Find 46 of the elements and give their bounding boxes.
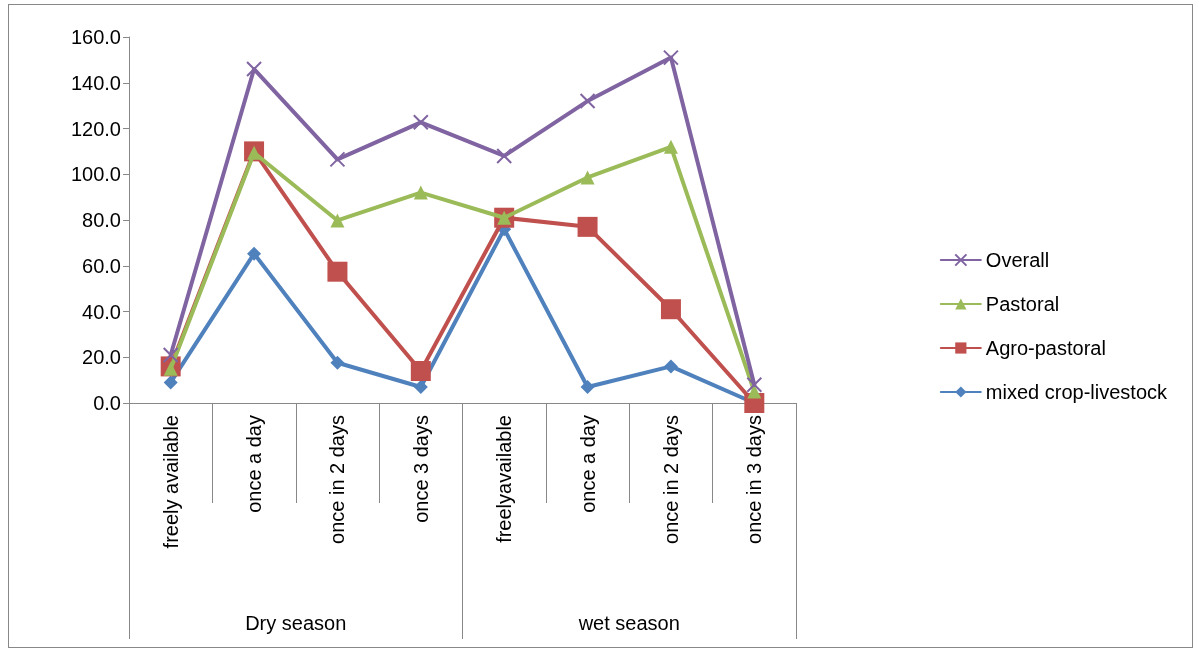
x-tick-label: once in 3 days <box>743 415 766 544</box>
point <box>413 185 428 200</box>
point <box>660 299 681 320</box>
point <box>327 261 348 282</box>
point <box>580 379 595 394</box>
legend-label: mixed crop-livestock <box>985 381 1168 403</box>
x-tick-label: once in 2 days <box>659 415 682 544</box>
x-tick-label: freelyavailable <box>493 415 516 543</box>
point <box>747 384 762 399</box>
x-tick-label: once a day <box>243 415 266 513</box>
point <box>413 379 428 394</box>
text: wet season <box>577 612 680 634</box>
point <box>579 93 596 110</box>
text: Dry season <box>245 612 347 634</box>
x-tick-label: once in 2 days <box>326 415 349 544</box>
x-tick-label: once 3 days <box>409 415 432 523</box>
x-tick-label: freely available <box>159 415 182 549</box>
y-tick-label: 40.0 <box>82 300 121 323</box>
y-tick-label: 0.0 <box>93 392 121 414</box>
point <box>330 355 345 370</box>
y-tick-label: 160.0 <box>70 26 121 48</box>
point <box>746 376 763 393</box>
point <box>580 170 595 185</box>
point <box>410 360 431 381</box>
point <box>246 61 263 78</box>
point <box>496 147 513 164</box>
point <box>330 213 345 228</box>
point <box>247 246 262 261</box>
point <box>329 151 346 168</box>
y-tick-label: 80.0 <box>82 209 121 231</box>
point <box>412 114 429 131</box>
y-tick-label: 120.0 <box>70 117 121 140</box>
point <box>662 49 679 66</box>
y-tick-label: 60.0 <box>82 254 121 277</box>
point <box>663 139 678 154</box>
point <box>577 216 598 237</box>
legend-label: Pastoral <box>985 293 1060 315</box>
y-tick-label: 20.0 <box>82 346 121 369</box>
legend-label: Overall <box>985 249 1050 271</box>
legend-label: Agro-pastoral <box>985 337 1106 359</box>
x-tick-label: once a day <box>576 415 599 513</box>
point <box>663 359 678 374</box>
y-tick-label: 100.0 <box>70 163 121 186</box>
y-tick-label: 140.0 <box>70 71 121 94</box>
point <box>162 346 179 363</box>
point <box>163 375 178 390</box>
